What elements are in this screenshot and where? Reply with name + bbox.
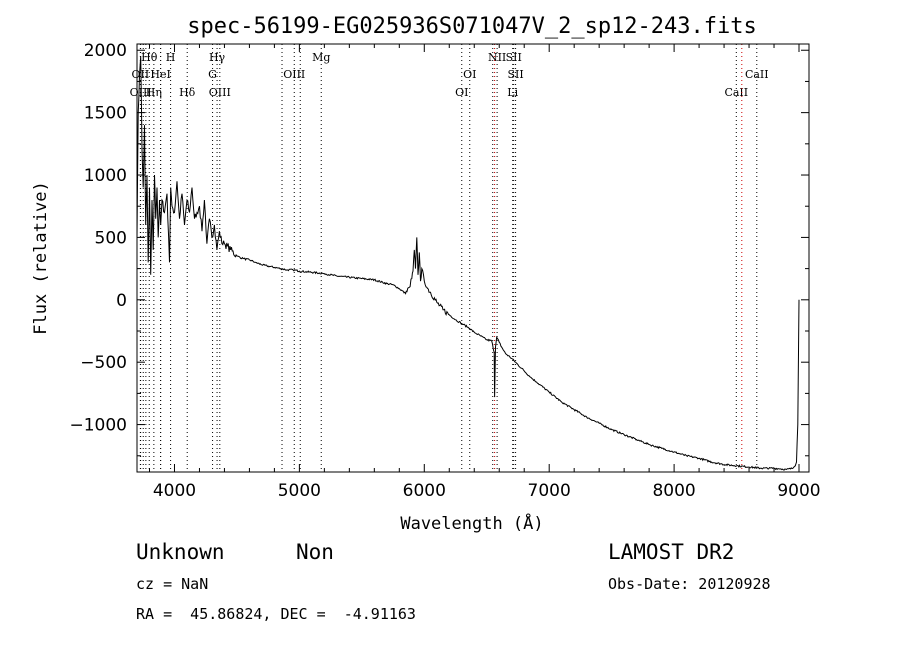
spectral-line-label: OIII (130, 86, 152, 99)
redshift-cz: cz = NaN (136, 575, 209, 593)
spectral-line-label: OIII (209, 86, 231, 99)
y-tick-label: 1500 (84, 104, 127, 124)
spectral-line-label: Hδ (179, 86, 196, 99)
spectral-line-label: CaII (724, 86, 748, 99)
x-tick-label: 8000 (652, 481, 695, 501)
chart-title: spec-56199-EG025936S071047V_2_sp12-243.f… (187, 14, 757, 39)
spectral-line-label: HeI (150, 68, 170, 81)
spectral-line-label: NII (488, 51, 506, 64)
y-tick-label: −500 (80, 353, 127, 373)
spectrum-line (136, 56, 800, 471)
spectral-line-label: SII (506, 51, 522, 64)
x-tick-label: 6000 (403, 481, 446, 501)
x-tick-label: 9000 (777, 481, 820, 501)
y-tick-label: 2000 (84, 41, 127, 61)
coordinates: RA = 45.86824, DEC = -4.91163 (136, 605, 416, 623)
y-tick-label: −1000 (69, 416, 127, 436)
plot-frame (136, 43, 810, 473)
spectral-line-label: OIII (283, 68, 305, 81)
y-axis-ticks: −1000 −500 0 500 1000 1500 2000 (69, 41, 809, 457)
spectral-line-label: Hη (146, 86, 162, 99)
x-axis-label: Wavelength (Å) (400, 512, 543, 534)
x-tick-label: 5000 (278, 481, 321, 501)
spectral-subclass: Non (296, 540, 334, 564)
x-tick-label: 7000 (528, 481, 571, 501)
spectral-line-label: CaII (745, 68, 769, 81)
spectrum-series (136, 56, 800, 471)
spectral-line-label: Mg (312, 51, 330, 64)
spectral-line-label: OI (455, 86, 468, 99)
survey-name: LAMOST DR2 (608, 540, 735, 564)
observation-date: Obs-Date: 20120928 (608, 575, 771, 593)
spectral-line-label: H (166, 51, 176, 64)
y-tick-label: 1000 (84, 166, 127, 186)
y-axis-label: Flux (relative) (31, 181, 51, 335)
x-tick-label: 4000 (153, 481, 196, 501)
y-tick-label: 0 (116, 291, 127, 311)
spectral-line-label: OII (132, 68, 150, 81)
spectral-line-label: OI (463, 68, 476, 81)
spectral-line-label: Li (507, 86, 518, 99)
spectral-line-label: G (208, 68, 217, 81)
spectral-line-label: Hγ (209, 51, 226, 64)
y-tick-label: 500 (95, 228, 127, 248)
x-axis-ticks: 4000 5000 6000 7000 8000 9000 (148, 44, 821, 501)
spectral-line-label: SII (507, 68, 523, 81)
spectral-class: Unknown (136, 540, 225, 564)
